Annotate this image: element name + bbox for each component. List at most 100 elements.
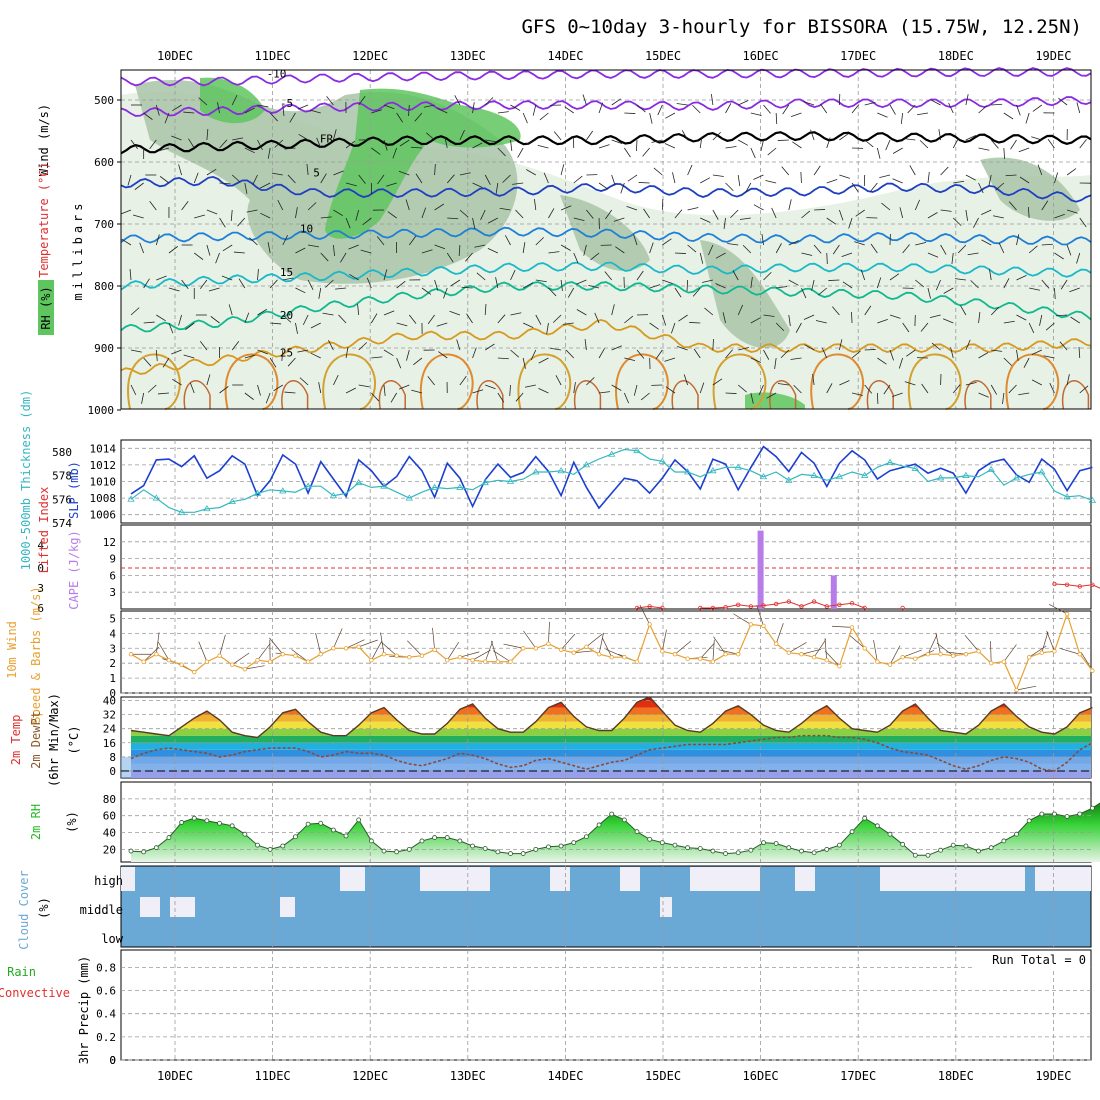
wind-barb xyxy=(497,147,506,157)
cape-tick-6: 6 xyxy=(109,569,116,582)
wind-barb xyxy=(725,349,733,359)
wind-barb xyxy=(990,306,1000,316)
wind-barb xyxy=(777,139,789,141)
surface-contour-inner xyxy=(183,380,211,410)
wind-barb xyxy=(510,139,513,151)
wind-barb xyxy=(1003,357,1013,366)
wind-barb xyxy=(495,182,499,194)
wind-barb xyxy=(446,252,454,263)
wind-point xyxy=(331,646,336,651)
wind-barb xyxy=(712,131,721,141)
thickness-marker xyxy=(835,472,844,480)
wind-point xyxy=(622,655,627,660)
top-date-10DEC: 10DEC xyxy=(157,49,193,63)
wind-barb xyxy=(1066,374,1070,386)
wind-barb xyxy=(927,287,931,299)
wind-barb xyxy=(510,312,522,316)
thickness-marker xyxy=(127,495,135,502)
surface-contour-inner xyxy=(281,380,309,410)
wind-barb xyxy=(130,349,142,353)
wind-barb xyxy=(257,139,263,150)
thickness-marker xyxy=(430,483,439,490)
wind-barb xyxy=(864,305,872,316)
thickness-marker xyxy=(911,464,920,471)
wind-barb xyxy=(423,104,435,108)
temp-band-3 xyxy=(131,749,1091,757)
wind-barb xyxy=(929,314,941,319)
surface-barb xyxy=(484,641,494,662)
surface-barb xyxy=(371,641,382,661)
wind-barb xyxy=(510,104,521,111)
wind-tick-2: 2 xyxy=(109,657,116,670)
wind-barb xyxy=(902,322,910,333)
surface-barb xyxy=(155,632,160,655)
rh-point xyxy=(217,820,222,826)
surface-contour xyxy=(615,353,669,410)
wind-barb xyxy=(1066,244,1072,256)
rh-tick-80: 80 xyxy=(103,793,116,806)
wind-barb xyxy=(484,303,487,316)
rh-point xyxy=(925,852,931,858)
wind-barb xyxy=(1056,314,1068,317)
wind-barb xyxy=(130,307,140,316)
wind-barb xyxy=(260,182,271,189)
wind-barb xyxy=(952,138,959,149)
rh-point xyxy=(179,820,185,825)
li-point xyxy=(862,605,867,611)
wind-tick-3: 3 xyxy=(109,642,116,655)
wind-barb xyxy=(727,243,739,246)
cloud-clear-high-6 xyxy=(795,867,815,891)
surface-barb xyxy=(733,613,752,625)
surface-contour-inner xyxy=(671,380,699,410)
wind-barb xyxy=(699,382,705,394)
wind-barb xyxy=(238,278,246,289)
wind-barb xyxy=(548,208,555,219)
wind-barb xyxy=(257,104,269,108)
wind-barb xyxy=(715,283,726,289)
thickness-marker xyxy=(405,494,414,501)
surface-barb xyxy=(718,649,739,655)
wind-barb xyxy=(952,384,961,394)
wind-barb xyxy=(535,237,544,246)
wind-point xyxy=(571,650,576,655)
rh-point xyxy=(723,851,728,856)
wind-barb xyxy=(900,112,904,124)
wind-barb xyxy=(938,129,941,141)
wind-barb xyxy=(345,182,357,187)
wind-barb xyxy=(633,384,638,396)
wind-barb xyxy=(257,269,259,281)
wind-barb xyxy=(927,212,938,219)
wind-barb xyxy=(437,107,448,114)
wind-barb xyxy=(687,244,697,253)
label-speed-barbs: Speed & Barbs (m/s) xyxy=(29,586,43,723)
wind-barb xyxy=(692,287,701,297)
rh-point xyxy=(432,835,438,840)
rh-point xyxy=(647,836,653,842)
wind-barb xyxy=(246,209,258,213)
thickness-marker xyxy=(734,463,742,470)
surface-barb xyxy=(813,639,827,658)
wind-barb xyxy=(1054,213,1065,219)
wind-barb xyxy=(598,348,605,359)
surface-contour xyxy=(908,353,962,410)
cloud-clear-high-7 xyxy=(880,867,1025,891)
surface-barb xyxy=(832,625,853,628)
wind-barb xyxy=(459,129,465,141)
wind-barb xyxy=(458,244,461,257)
cloud-clear-high-4 xyxy=(620,867,640,891)
wind-barb xyxy=(132,214,144,219)
label-10m-wind: 10m Wind xyxy=(5,621,19,679)
wind-barb xyxy=(649,322,659,330)
bottom-date-15DEC: 15DEC xyxy=(645,1069,681,1083)
wind-barb xyxy=(763,271,772,281)
wind-barb xyxy=(159,176,170,184)
wind-point xyxy=(520,646,526,651)
rh-point xyxy=(1077,811,1083,817)
wind-barb xyxy=(750,357,762,363)
wind-point xyxy=(723,652,728,657)
rh-point xyxy=(710,848,716,854)
wind-barb xyxy=(892,147,903,154)
upper-air-frame xyxy=(120,69,1092,410)
cloud-clear-mid-0 xyxy=(140,897,160,917)
wind-barb xyxy=(864,101,876,106)
